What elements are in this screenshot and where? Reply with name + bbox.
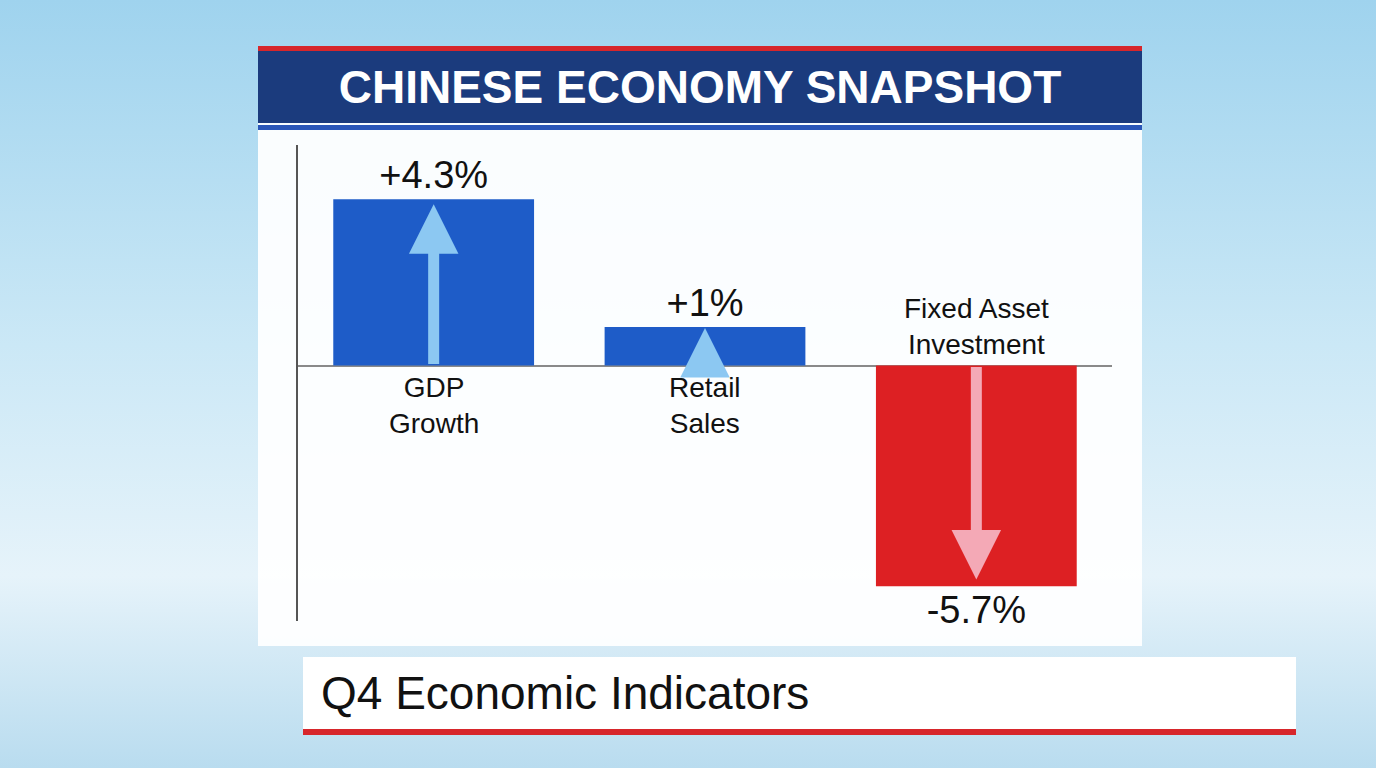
svg-text:Fixed AssetInvestment: Fixed AssetInvestment xyxy=(904,293,1049,360)
svg-text:GDPGrowth: GDPGrowth xyxy=(389,372,479,439)
svg-text:+4.3%: +4.3% xyxy=(379,154,488,196)
svg-text:-5.7%: -5.7% xyxy=(927,589,1026,631)
html-text:Q4 Economic Indicators: Q4 Economic Indicators xyxy=(321,667,810,719)
html-text:CHINESE ECONOMY SNAPSHOT: CHINESE ECONOMY SNAPSHOT xyxy=(338,61,1062,113)
svg-text:+1%: +1% xyxy=(666,282,743,324)
svg-text:RetailSales: RetailSales xyxy=(669,372,741,439)
